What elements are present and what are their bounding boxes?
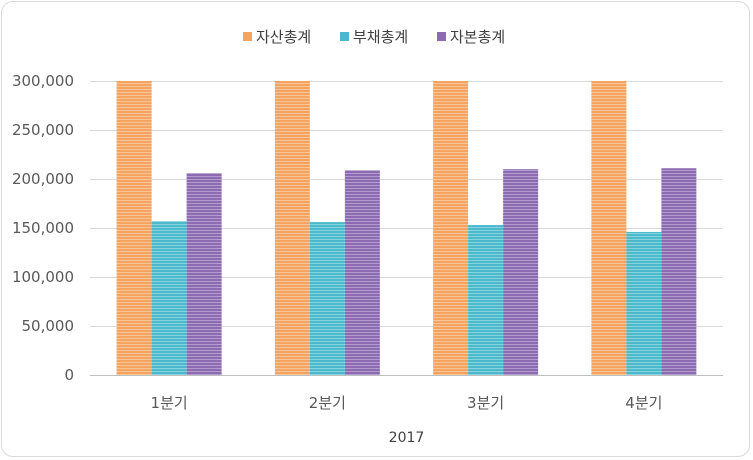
y-tick-label: 300,000 [12,72,74,90]
bar-equity [661,168,697,375]
bar-liabilities [309,222,345,375]
bar-liabilities [151,221,187,375]
x-tick-label: 4분기 [625,394,662,412]
y-tick-label: 0 [64,366,74,384]
bar-assets [433,81,469,375]
bar-assets [274,81,310,375]
y-tick-label: 200,000 [12,170,74,188]
y-tick-label: 100,000 [12,268,74,286]
x-tick-label: 2분기 [309,394,346,412]
legend-swatch [437,32,446,41]
bar-assets [591,81,627,375]
bar-liabilities [626,231,662,375]
x-axis: 1분기 2분기 3분기 4분기 2017 [151,394,663,446]
legend: 자산총계 부채총계 자본총계 [243,28,505,46]
x-tick-label: 1분기 [151,394,188,412]
legend-label: 자본총계 [450,28,505,46]
x-group-label: 2017 [389,430,425,446]
y-tick-label: 250,000 [12,121,74,139]
legend-swatch [340,32,349,41]
bar-assets [116,81,152,375]
y-axis: 0 50,000 100,000 150,000 200,000 250,000 300,0… [12,72,74,384]
legend-label: 부채총계 [353,28,408,46]
bar-equity [186,173,222,375]
bar-equity [344,170,380,375]
bars [116,81,697,375]
y-tick-label: 50,000 [22,317,75,335]
bar-liabilities [468,225,504,375]
legend-swatch [243,32,252,41]
x-tick-label: 3분기 [467,394,504,412]
y-tick-label: 150,000 [12,219,74,237]
bar-equity [503,169,539,375]
legend-label: 자산총계 [256,28,311,46]
